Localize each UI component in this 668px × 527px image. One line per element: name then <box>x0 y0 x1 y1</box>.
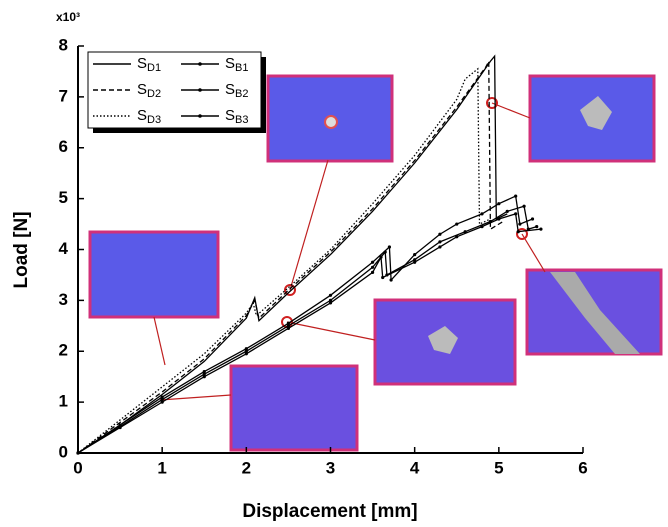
point <box>389 278 393 282</box>
point <box>413 260 417 264</box>
point <box>328 298 333 302</box>
damage <box>324 115 338 129</box>
y-tick-label: 4 <box>59 239 69 258</box>
point <box>286 324 291 328</box>
point <box>244 349 248 353</box>
point <box>497 217 501 221</box>
series-line <box>77 205 537 454</box>
point <box>381 275 385 280</box>
damage <box>550 272 640 354</box>
point <box>535 225 539 229</box>
series-line <box>77 54 508 454</box>
point <box>202 372 206 376</box>
point <box>438 232 442 236</box>
point <box>286 321 291 325</box>
point <box>438 245 442 249</box>
y-tick-label: 8 <box>59 35 68 54</box>
y-tick-label: 1 <box>59 392 68 411</box>
point <box>76 451 80 455</box>
x-tick-label: 6 <box>578 458 587 477</box>
point <box>514 194 518 198</box>
point <box>497 202 501 206</box>
point <box>244 352 248 356</box>
x-tick-label: 5 <box>494 458 503 477</box>
point <box>516 230 520 234</box>
insets <box>88 74 663 452</box>
point <box>413 252 417 257</box>
series-line <box>77 195 533 454</box>
point <box>514 212 518 216</box>
point <box>413 258 417 262</box>
y-tick-label: 0 <box>59 442 68 461</box>
point <box>370 265 375 269</box>
damage <box>428 326 458 354</box>
y-tick-label: 5 <box>59 188 68 207</box>
point <box>118 425 122 430</box>
legend-marker <box>198 62 202 66</box>
x-tick-label: 0 <box>73 458 82 477</box>
y-axis-title: Load [N] <box>11 211 32 288</box>
inset-image <box>88 230 220 319</box>
point <box>383 250 387 254</box>
point <box>160 400 164 404</box>
point <box>518 222 522 226</box>
y-tick-label: 2 <box>59 341 68 360</box>
point <box>370 260 375 264</box>
inset-image <box>229 364 359 452</box>
point <box>160 395 164 399</box>
point <box>480 225 484 229</box>
damage <box>580 96 612 130</box>
point <box>328 293 333 297</box>
series-line <box>77 67 491 454</box>
x-tick-label: 3 <box>326 458 335 477</box>
point <box>455 222 459 226</box>
point <box>202 370 206 374</box>
y-tick-label: 3 <box>59 290 68 309</box>
point <box>530 217 535 221</box>
x-tick-label: 1 <box>157 458 166 477</box>
x-tick-label: 4 <box>410 458 420 477</box>
connectors <box>153 102 546 401</box>
legend-marker <box>198 114 202 118</box>
y-tick-label: 6 <box>59 137 68 156</box>
series-line <box>77 60 504 454</box>
point <box>539 227 543 231</box>
point <box>328 301 333 305</box>
point <box>370 270 375 274</box>
series-line <box>77 213 541 454</box>
y-tick-label: 7 <box>59 86 68 105</box>
x-axis-title: Displacement [mm] <box>242 501 417 522</box>
point <box>387 245 392 249</box>
point <box>244 347 248 351</box>
point <box>480 212 484 216</box>
legend-marker <box>198 88 202 92</box>
point <box>455 235 459 239</box>
point <box>522 204 526 208</box>
x-tick-label: 2 <box>242 458 251 477</box>
point <box>379 255 383 259</box>
point <box>438 240 442 244</box>
point <box>160 397 164 402</box>
y-multiplier: x10³ <box>56 10 80 24</box>
point <box>202 375 206 379</box>
point <box>286 326 291 330</box>
point <box>505 209 509 213</box>
